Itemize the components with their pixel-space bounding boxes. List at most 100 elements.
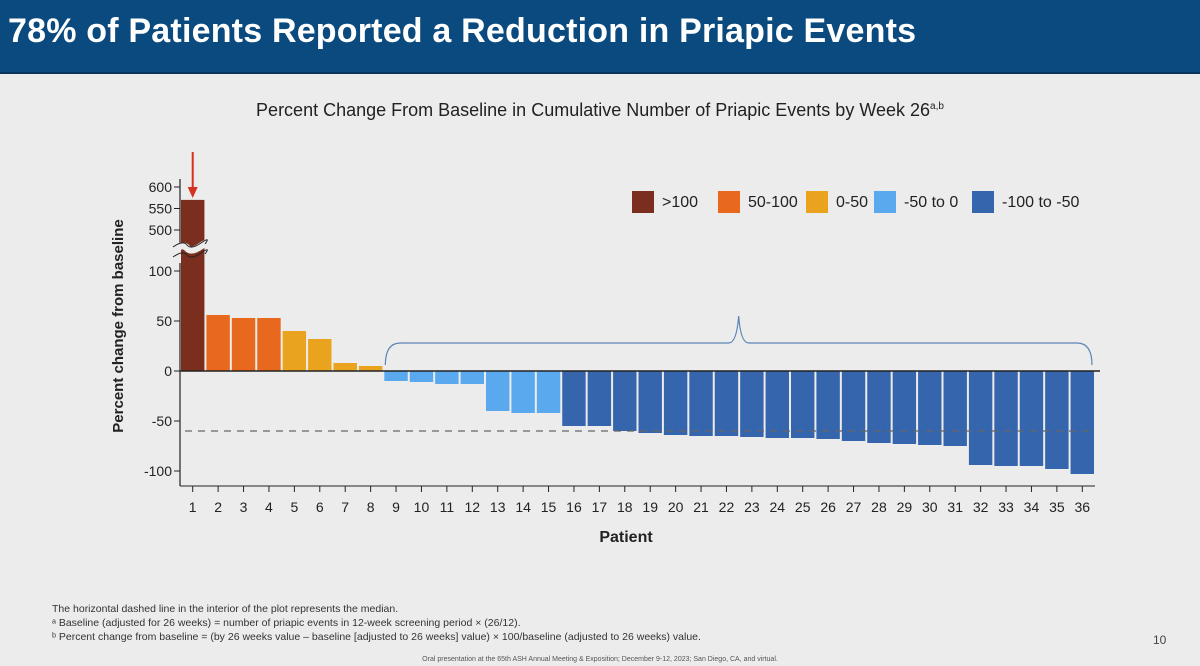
x-tick-label: 26	[820, 499, 836, 515]
data-bar	[892, 371, 917, 444]
data-bar	[689, 371, 713, 436]
data-bar	[816, 371, 840, 439]
x-axis-label: Patient	[599, 529, 653, 546]
reduction-brace	[384, 315, 1093, 366]
x-tick-label: 5	[290, 499, 298, 515]
y-tick-label: -50	[152, 413, 172, 429]
data-bar	[358, 366, 383, 371]
y-axis-label: Percent change from baseline	[110, 219, 127, 432]
x-tick-label: 28	[871, 499, 887, 515]
footnote-median: The horizontal dashed line in the interi…	[52, 603, 399, 615]
data-bar	[765, 371, 789, 438]
data-bar	[409, 371, 434, 382]
x-tick-label: 30	[922, 499, 938, 515]
y-tick-label: 50	[156, 313, 172, 329]
data-bar	[791, 371, 815, 438]
x-tick-label: 6	[316, 499, 324, 515]
chart-title-superscript: a,b	[930, 101, 944, 112]
y-tick-label: 550	[149, 201, 173, 217]
x-tick-label: 9	[392, 499, 400, 515]
legend-swatch	[972, 191, 994, 213]
x-tick-label: 34	[1024, 499, 1040, 515]
x-tick-label: 8	[367, 499, 375, 515]
x-tick-label: 35	[1049, 499, 1065, 515]
x-tick-label: 21	[693, 499, 709, 515]
data-bar	[638, 371, 662, 433]
x-tick-label: 12	[465, 499, 481, 515]
x-tick-label: 17	[592, 499, 608, 515]
x-tick-label: 33	[998, 499, 1014, 515]
data-bar	[562, 371, 586, 426]
data-bar	[231, 318, 256, 371]
data-bar	[968, 371, 993, 465]
x-tick-label: 36	[1075, 499, 1091, 515]
footnote-b: ᵇ Percent change from baseline = (by 26 …	[52, 631, 701, 643]
y-tick-label: 0	[164, 363, 172, 379]
data-bar	[333, 363, 357, 371]
x-tick-label: 31	[947, 499, 963, 515]
data-bar	[536, 371, 561, 413]
page-number: 10	[1153, 633, 1167, 647]
red-arrow-head	[187, 187, 198, 198]
x-tick-label: 16	[566, 499, 582, 515]
data-bar	[460, 371, 484, 384]
data-bar	[181, 199, 205, 371]
data-bar	[740, 371, 764, 437]
data-bar	[587, 371, 612, 426]
data-bar	[841, 371, 866, 441]
legend-swatch	[806, 191, 828, 213]
x-tick-label: 24	[770, 499, 786, 515]
data-bar	[613, 371, 637, 431]
axis-break-line	[172, 239, 208, 248]
x-tick-label: 27	[846, 499, 862, 515]
data-bar	[994, 371, 1018, 466]
data-bar	[308, 339, 332, 371]
x-tick-label: 25	[795, 499, 811, 515]
data-bar	[486, 371, 510, 411]
data-bar	[663, 371, 688, 435]
x-tick-label: 18	[617, 499, 633, 515]
axis-break-line	[172, 249, 208, 258]
legend-label: -50 to 0	[904, 194, 958, 211]
data-bar	[867, 371, 891, 443]
citation: Oral presentation at the 65th ASH Annual…	[422, 656, 778, 663]
footnote-a: ᵃ Baseline (adjusted for 26 weeks) = num…	[52, 617, 521, 629]
data-bar	[206, 315, 230, 371]
data-bar	[918, 371, 942, 445]
data-bar	[435, 371, 459, 384]
axis-break-gap	[170, 239, 211, 254]
data-bar	[1070, 371, 1094, 474]
x-tick-label: 2	[214, 499, 222, 515]
x-tick-label: 22	[719, 499, 735, 515]
data-bar	[943, 371, 967, 446]
legend-label: >100	[662, 194, 698, 211]
data-bar	[257, 318, 281, 371]
legend-swatch	[632, 191, 654, 213]
y-tick-label: 600	[149, 179, 173, 195]
chart-title: Percent Change From Baseline in Cumulati…	[0, 100, 1200, 121]
legend-label: -100 to -50	[1002, 194, 1079, 211]
legend-label: 50-100	[748, 194, 798, 211]
y-tick-label: 500	[149, 222, 173, 238]
x-tick-label: 20	[668, 499, 684, 515]
x-tick-label: 11	[440, 499, 455, 515]
x-tick-label: 3	[240, 499, 248, 515]
bar-chart: -100 -50 0 50 100 500 550 600 Percent change fro…	[110, 152, 1100, 546]
footnotes: The horizontal dashed line in the interi…	[52, 602, 701, 644]
x-tick-label: 7	[341, 499, 349, 515]
x-tick-label: 14	[515, 499, 531, 515]
x-tick-label: 4	[265, 499, 273, 515]
data-bar	[714, 371, 739, 436]
x-tick-label: 19	[642, 499, 658, 515]
x-tick-label: 29	[897, 499, 913, 515]
legend-swatch	[718, 191, 740, 213]
y-tick-label: 100	[149, 263, 173, 279]
legend-swatch	[874, 191, 896, 213]
x-tick-label: 32	[973, 499, 989, 515]
slide-header: 78% of Patients Reported a Reduction in …	[0, 0, 1200, 74]
data-bar	[384, 371, 408, 381]
data-bar	[1045, 371, 1069, 469]
x-tick-label: 13	[490, 499, 506, 515]
legend-label: 0-50	[836, 194, 868, 211]
x-tick-label: 10	[414, 499, 430, 515]
